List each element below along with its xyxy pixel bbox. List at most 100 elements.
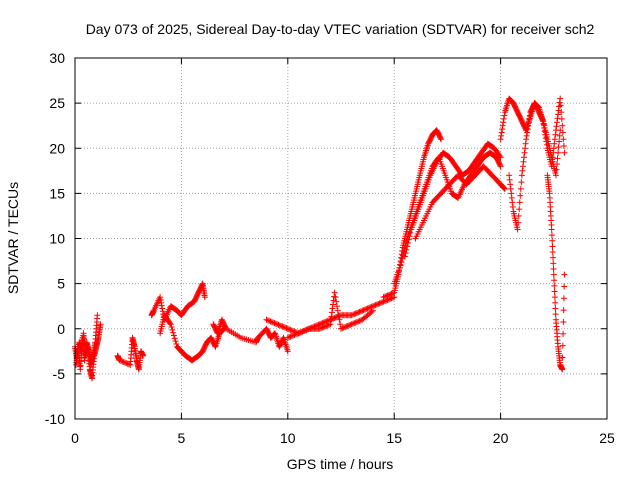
- data-point: [556, 103, 563, 110]
- data-point: [166, 320, 173, 327]
- data-point: [368, 308, 375, 315]
- data-point: [519, 163, 526, 170]
- data-point: [264, 317, 271, 324]
- data-point: [405, 240, 412, 247]
- data-point: [497, 163, 504, 170]
- series-t12: [412, 163, 508, 242]
- data-point: [319, 324, 326, 331]
- data-point: [499, 122, 506, 129]
- data-point: [356, 308, 363, 315]
- data-point: [501, 185, 508, 192]
- data-point: [280, 324, 287, 331]
- data-point: [540, 121, 547, 128]
- data-point: [559, 129, 566, 136]
- data-point: [268, 318, 275, 325]
- data-point: [397, 262, 404, 269]
- data-point: [555, 144, 562, 151]
- data-point: [508, 190, 515, 197]
- data-point: [496, 153, 503, 160]
- data-point: [519, 167, 526, 174]
- data-point: [552, 305, 559, 312]
- data-point: [119, 358, 126, 365]
- data-point: [283, 325, 290, 332]
- data-point: [407, 229, 414, 236]
- data-point: [292, 331, 299, 338]
- data-point: [361, 306, 368, 313]
- data-point: [520, 158, 527, 165]
- data-point: [302, 327, 309, 334]
- data-point: [120, 359, 127, 366]
- data-point: [553, 161, 560, 168]
- data-point: [351, 311, 358, 318]
- data-point: [525, 119, 532, 126]
- data-point: [553, 123, 560, 130]
- data-point: [551, 140, 558, 147]
- data-point: [406, 233, 413, 240]
- data-point: [300, 328, 307, 335]
- data-point: [552, 127, 559, 134]
- data-point: [330, 301, 337, 308]
- data-point: [550, 271, 557, 278]
- data-point: [515, 219, 522, 226]
- data-point: [497, 154, 504, 161]
- data-point: [282, 324, 289, 331]
- data-point: [284, 334, 291, 341]
- data-point: [541, 124, 548, 131]
- data-point: [352, 319, 359, 326]
- data-point: [548, 232, 555, 239]
- data-point: [351, 320, 358, 327]
- data-point: [170, 329, 177, 336]
- data-point: [540, 118, 547, 125]
- data-point: [375, 300, 382, 307]
- data-point: [551, 294, 558, 301]
- data-point: [507, 185, 514, 192]
- data-point: [167, 321, 174, 328]
- data-point: [525, 122, 532, 129]
- data-point: [550, 254, 557, 261]
- data-point: [550, 145, 557, 152]
- y-tick-label: 20: [49, 140, 65, 156]
- data-point: [296, 329, 303, 336]
- data-point: [349, 311, 356, 318]
- data-point: [559, 122, 566, 129]
- x-tick-label: 25: [599, 430, 615, 446]
- data-point: [294, 330, 301, 337]
- data-point: [516, 206, 523, 213]
- data-point: [158, 299, 165, 306]
- data-point: [542, 131, 549, 138]
- data-point: [559, 354, 566, 361]
- x-tick-label: 15: [386, 430, 402, 446]
- series-t4: [148, 280, 208, 323]
- data-point: [357, 308, 364, 315]
- data-point: [500, 115, 507, 122]
- data-point: [290, 332, 297, 339]
- data-point: [385, 291, 392, 298]
- data-point: [524, 129, 531, 136]
- data-point: [549, 243, 556, 250]
- data-point: [279, 323, 286, 330]
- data-point: [552, 311, 559, 318]
- data-point: [360, 307, 367, 314]
- data-point: [522, 140, 529, 147]
- data-point: [551, 282, 558, 289]
- data-point: [552, 172, 559, 179]
- data-point: [345, 322, 352, 329]
- data-point: [437, 135, 444, 142]
- data-point: [291, 331, 298, 338]
- data-point: [171, 335, 178, 342]
- data-point: [372, 302, 379, 309]
- data-point: [263, 316, 270, 323]
- data-point: [340, 324, 347, 331]
- data-point: [94, 312, 101, 319]
- data-point: [338, 325, 344, 332]
- data-point: [438, 136, 445, 143]
- y-tick-label: -5: [53, 366, 66, 382]
- data-point: [501, 185, 508, 192]
- data-point: [368, 303, 375, 310]
- data-point: [560, 330, 567, 337]
- series-t15: [544, 172, 568, 373]
- series-t14: [506, 95, 568, 233]
- data-point: [318, 325, 325, 332]
- data-point: [270, 319, 277, 326]
